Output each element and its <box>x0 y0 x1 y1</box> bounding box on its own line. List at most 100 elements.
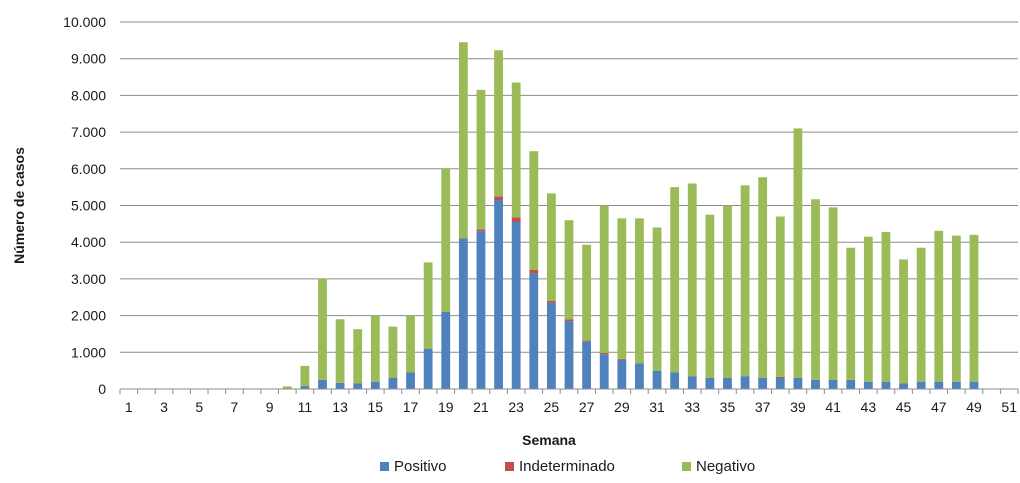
x-tick-label: 1 <box>125 399 133 415</box>
bar-segment-negativo <box>389 327 398 378</box>
bar-segment-negativo <box>688 183 697 376</box>
bar-segment-negativo <box>582 245 591 341</box>
legend-item-positivo: Positivo <box>380 458 447 475</box>
x-tick-label: 13 <box>332 399 348 415</box>
bar-segment-negativo <box>441 169 450 312</box>
legend-item-indeterminado: Indeterminado <box>505 458 615 475</box>
x-tick-label: 3 <box>160 399 168 415</box>
bar-segment-indeterminado <box>494 196 503 200</box>
bar-segment-positivo <box>899 383 908 389</box>
x-tick-label: 41 <box>825 399 841 415</box>
bar-segment-positivo <box>459 239 468 389</box>
bar-segment-negativo <box>600 206 609 354</box>
bar-segment-positivo <box>882 382 891 389</box>
bar-segment-negativo <box>318 279 327 380</box>
bar-segment-negativo <box>758 177 767 378</box>
bar-segment-negativo <box>371 316 380 382</box>
y-axis-title: Número de casos <box>11 147 27 264</box>
bar-segment-negativo <box>512 83 521 218</box>
bar-segment-positivo <box>547 303 556 389</box>
bar-segment-positivo <box>794 378 803 389</box>
bar-segment-negativo <box>811 199 820 380</box>
x-tick-label: 23 <box>508 399 524 415</box>
bar-segment-positivo <box>934 382 943 389</box>
bar-segment-negativo <box>529 151 538 270</box>
bar-segment-negativo <box>776 217 785 377</box>
bar-segment-negativo <box>547 193 556 301</box>
legend-label: Indeterminado <box>519 458 615 475</box>
bar-segment-indeterminado <box>529 270 538 274</box>
x-tick-label: 37 <box>755 399 771 415</box>
legend-label: Positivo <box>394 458 447 475</box>
x-tick-label: 47 <box>931 399 947 415</box>
bar-segment-negativo <box>300 366 309 386</box>
bar-segment-positivo <box>565 321 574 389</box>
bar-segment-positivo <box>846 380 855 389</box>
bar-segment-positivo <box>477 231 486 389</box>
y-tick-label: 7.000 <box>71 124 106 140</box>
bar-segment-negativo <box>617 218 626 359</box>
bar-segment-negativo <box>794 128 803 378</box>
bar-segment-negativo <box>882 232 891 382</box>
y-tick-label: 4.000 <box>71 234 106 250</box>
bar-segment-negativo <box>899 259 908 383</box>
x-tick-label: 31 <box>649 399 665 415</box>
bar-segment-positivo <box>406 372 415 389</box>
bar-segment-negativo <box>670 187 679 372</box>
bar-segment-positivo <box>600 354 609 389</box>
bar-segment-negativo <box>917 248 926 382</box>
x-tick-label: 51 <box>1001 399 1017 415</box>
bar-segment-positivo <box>336 383 345 389</box>
x-tick-label: 49 <box>966 399 982 415</box>
bar-segment-negativo <box>424 262 433 348</box>
y-tick-label: 3.000 <box>71 271 106 287</box>
bar-segment-negativo <box>970 235 979 382</box>
bar-segment-negativo <box>477 90 486 229</box>
bar-segment-indeterminado <box>512 217 521 222</box>
bar-segment-positivo <box>512 222 521 389</box>
bar-segment-negativo <box>336 319 345 382</box>
bar-segment-negativo <box>494 50 503 196</box>
legend: Positivo Indeterminado Negativo <box>380 458 755 475</box>
x-tick-label: 29 <box>614 399 630 415</box>
x-tick-label: 39 <box>790 399 806 415</box>
y-tick-label: 6.000 <box>71 161 106 177</box>
bar-segment-negativo <box>459 42 468 238</box>
bar-segment-positivo <box>829 380 838 389</box>
bar-segment-positivo <box>741 376 750 389</box>
legend-swatch <box>380 462 389 471</box>
bar-segment-positivo <box>705 378 714 389</box>
bars <box>283 42 979 389</box>
bar-segment-negativo <box>952 236 961 382</box>
bar-segment-negativo <box>353 329 362 383</box>
bar-segment-positivo <box>917 382 926 389</box>
y-tick-label: 10.000 <box>63 14 106 30</box>
bar-segment-negativo <box>864 237 873 382</box>
bar-segment-negativo <box>846 248 855 380</box>
bar-segment-negativo <box>741 185 750 376</box>
x-tick-label: 15 <box>368 399 384 415</box>
legend-swatch <box>505 462 514 471</box>
bar-segment-negativo <box>283 386 292 388</box>
x-tick-label: 19 <box>438 399 454 415</box>
bar-segment-positivo <box>776 378 785 389</box>
legend-swatch <box>682 462 691 471</box>
bar-segment-positivo <box>670 372 679 389</box>
bar-segment-positivo <box>723 378 732 389</box>
legend-item-negativo: Negativo <box>682 458 755 475</box>
bar-segment-positivo <box>758 378 767 389</box>
bar-segment-positivo <box>494 200 503 389</box>
x-tick-label: 27 <box>579 399 595 415</box>
bar-segment-negativo <box>723 206 732 378</box>
bar-segment-negativo <box>705 215 714 378</box>
bar-segment-positivo <box>952 382 961 389</box>
bar-segment-positivo <box>353 383 362 389</box>
bar-segment-positivo <box>635 363 644 389</box>
x-tick-label: 21 <box>473 399 489 415</box>
bar-segment-indeterminado <box>547 301 556 303</box>
x-tick-label: 11 <box>298 399 313 415</box>
bar-segment-negativo <box>565 220 574 319</box>
bar-segment-positivo <box>582 341 591 389</box>
